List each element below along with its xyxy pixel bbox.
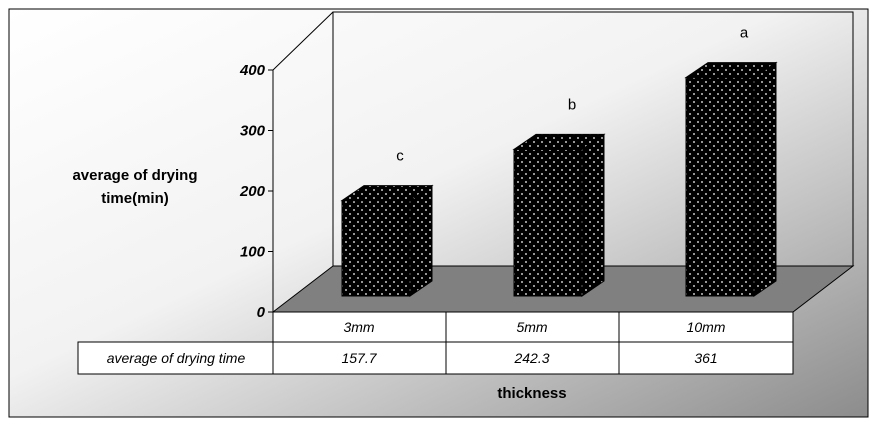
bar-side-face — [409, 184, 433, 297]
bar-front-face — [685, 77, 755, 297]
bar-top-face — [512, 133, 606, 150]
y-tick-label: 200 — [239, 183, 266, 200]
bar-side-face — [581, 133, 605, 297]
table-value-5mm: 242.3 — [513, 350, 549, 366]
significance-letters: c b a — [396, 25, 749, 165]
bar-front-face — [341, 200, 411, 297]
table-value-10mm: 361 — [694, 350, 717, 366]
x-axis-label: thickness — [497, 385, 566, 402]
data-table-value-row — [77, 341, 794, 375]
y-tick-label: 300 — [240, 123, 266, 140]
category-label-3mm: 3mm — [343, 319, 374, 335]
bar-front-face — [513, 148, 583, 297]
significance-letter-5mm: b — [568, 96, 576, 113]
data-table: 3mm 5mm 10mm average of drying time 157.… — [77, 311, 794, 375]
bar-top-face — [340, 185, 434, 202]
bars-group — [340, 61, 778, 297]
bar-10mm — [684, 61, 778, 297]
y-axis-label: average of drying time(min) — [72, 167, 197, 207]
y-tick-label: 0 — [257, 304, 266, 321]
y-tick-label: 100 — [240, 244, 266, 261]
y-label-line-2: time(min) — [101, 190, 169, 207]
significance-letter-10mm: a — [740, 25, 749, 42]
data-table-header-row — [272, 311, 794, 343]
category-label-10mm: 10mm — [687, 319, 726, 335]
table-row-label: average of drying time — [107, 350, 246, 366]
bar-side-face — [753, 61, 777, 297]
significance-letter-3mm: c — [396, 148, 404, 165]
bar-top-face — [684, 62, 778, 79]
y-tick-label: 400 — [239, 62, 266, 79]
bar-5mm — [512, 133, 606, 297]
bar-3mm — [340, 184, 434, 297]
category-label-5mm: 5mm — [516, 319, 547, 335]
y-axis-ticks: 0 100 200 300 400 — [239, 62, 273, 321]
y-label-line-1: average of drying — [72, 167, 197, 184]
table-value-3mm: 157.7 — [341, 350, 377, 366]
